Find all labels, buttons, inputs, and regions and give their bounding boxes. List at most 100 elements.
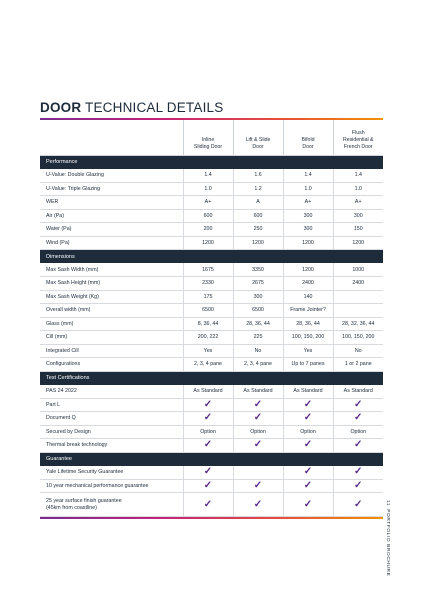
tick-cell: ✓	[182, 492, 233, 517]
row-label: Max Sash Height (mm)	[40, 276, 183, 291]
table-row: Document Q ✓ ✓ ✓ ✓	[40, 411, 383, 426]
table-cell: Frame Jointer?	[282, 303, 333, 318]
table-row: Wind (Pa) 1200 1200 1200 1200	[40, 236, 383, 250]
tick-cell: ✓	[332, 492, 383, 517]
table-cell	[232, 465, 283, 480]
table-row: Max Sash Width (mm) 1675 3350 1200 1000	[40, 263, 383, 277]
table-cell: 2400	[282, 276, 333, 291]
tick-cell: ✓	[232, 438, 283, 453]
header-row: Inline Sliding Door Lift & Slide Door Bi…	[40, 120, 383, 156]
table-cell: Option	[182, 425, 233, 439]
column-header: Inline Sliding Door	[182, 120, 233, 156]
checkmark-icon: ✓	[203, 398, 213, 410]
section-title: Dimensions	[40, 249, 383, 263]
row-label: Integrated Cill	[40, 344, 183, 358]
section-header-row: Test Certifications	[40, 371, 383, 385]
section-header-row: Dimensions	[40, 249, 383, 263]
checkmark-icon: ✓	[203, 479, 213, 491]
gradient-rule-bottom	[40, 517, 383, 519]
tick-cell: ✓	[332, 438, 383, 453]
table-cell: 2, 3, 4 pane	[232, 357, 283, 372]
table-cell: A+	[282, 195, 333, 210]
column-header: Flush Residential & French Door	[332, 120, 383, 156]
table-cell	[332, 290, 383, 304]
table-cell: 600	[232, 209, 283, 223]
table-cell: 1200	[282, 236, 333, 250]
tick-cell: ✓	[332, 411, 383, 426]
row-label: Cill (mm)	[40, 330, 183, 345]
spec-table: Inline Sliding Door Lift & Slide Door Bi…	[40, 120, 383, 517]
table-cell: 200	[182, 222, 233, 237]
tick-cell: ✓	[282, 479, 333, 493]
table-row: 25 year surface finish guarantee (45km f…	[40, 492, 383, 517]
table-row: Air (Pa) 600 600 300 300	[40, 209, 383, 223]
header-blank	[40, 120, 183, 156]
table-cell: 1200	[332, 236, 383, 250]
section-header-row: Guarantee	[40, 452, 383, 466]
table-cell: 1.0	[332, 182, 383, 196]
table-cell: 100, 150, 200	[282, 330, 333, 345]
checkmark-icon: ✓	[253, 479, 263, 491]
spec-table-container: Inline Sliding Door Lift & Slide Door Bi…	[40, 118, 383, 519]
table-row: WER A+ A A+ A+	[40, 195, 383, 210]
table-cell: 600	[182, 209, 233, 223]
checkmark-icon: ✓	[303, 466, 313, 477]
page-title-bold: DOOR	[40, 100, 82, 115]
table-row: Integrated Cill Yes No Yes No	[40, 344, 383, 358]
checkmark-icon: ✓	[203, 498, 213, 510]
table-cell: 8, 36, 44	[182, 317, 233, 331]
checkmark-icon: ✓	[253, 398, 263, 410]
table-cell: Up to 7 panes	[282, 357, 333, 372]
row-label: Part L	[40, 398, 183, 412]
table-cell: 2, 3, 4 pane	[182, 357, 233, 372]
table-cell: 300	[282, 222, 333, 237]
tick-cell: ✓	[282, 438, 333, 453]
table-row: U-Value: Triple Glazing 1.0 1.2 1.0 1.0	[40, 182, 383, 196]
gradient-rule-top	[40, 118, 383, 120]
table-row: Cill (mm) 200, 222 225 100, 150, 200 100, 15…	[40, 330, 383, 345]
table-cell: Option	[282, 425, 333, 439]
table-cell: 28, 36, 44	[232, 317, 283, 331]
table-cell: As Standard	[232, 384, 283, 399]
checkmark-icon: ✓	[253, 498, 263, 510]
table-row: Part L ✓ ✓ ✓ ✓	[40, 398, 383, 412]
table-cell: 3350	[232, 263, 283, 277]
table-row: Secured by Design Option Option Option Optio…	[40, 425, 383, 439]
table-cell: 175	[182, 290, 233, 304]
tick-cell: ✓	[332, 465, 383, 480]
checkmark-icon: ✓	[303, 412, 313, 424]
tick-cell: ✓	[182, 465, 233, 480]
table-cell: 300	[332, 209, 383, 223]
table-cell: 6500	[182, 303, 233, 318]
table-cell: 300	[232, 290, 283, 304]
brochure-name: PORTFOLIO BROCHURE	[385, 509, 390, 577]
table-row: Water (Pa) 200 250 300 150	[40, 222, 383, 237]
table-row: PAS 24 2022 As Standard As Standard As Stan…	[40, 384, 383, 399]
row-label: Glass (mm)	[40, 317, 183, 331]
table-row: Overall width (mm) 6500 6500 Frame Jointer?	[40, 303, 383, 318]
table-cell: 1.4	[332, 168, 383, 183]
tick-cell: ✓	[232, 492, 283, 517]
table-cell: A+	[332, 195, 383, 210]
row-label: PAS 24 2022	[40, 384, 183, 399]
row-label: WER	[40, 195, 183, 210]
table-cell: 1.4	[282, 168, 333, 183]
page-title: DOOR TECHNICAL DETAILS	[40, 100, 223, 115]
table-cell	[332, 303, 383, 318]
tick-cell: ✓	[182, 438, 233, 453]
table-cell: No	[332, 344, 383, 358]
row-label: Max Sash Width (mm)	[40, 263, 183, 277]
spec-body: Performance U-Value: Double Glazing 1.4 1.6…	[40, 155, 383, 517]
page-number: 11	[385, 500, 390, 507]
section-header-row: Performance	[40, 155, 383, 169]
row-label: Wind (Pa)	[40, 236, 183, 250]
tick-cell: ✓	[232, 398, 283, 412]
checkmark-icon: ✓	[303, 498, 313, 510]
table-cell: 1000	[332, 263, 383, 277]
table-row: U-Value: Double Glazing 1.4 1.6 1.4 1.4	[40, 168, 383, 183]
table-row: Configurations 2, 3, 4 pane 2, 3, 4 pane Up…	[40, 357, 383, 372]
tick-cell: ✓	[232, 479, 283, 493]
section-title: Performance	[40, 155, 383, 169]
checkmark-icon: ✓	[253, 439, 263, 451]
row-label: Overall width (mm)	[40, 303, 183, 318]
